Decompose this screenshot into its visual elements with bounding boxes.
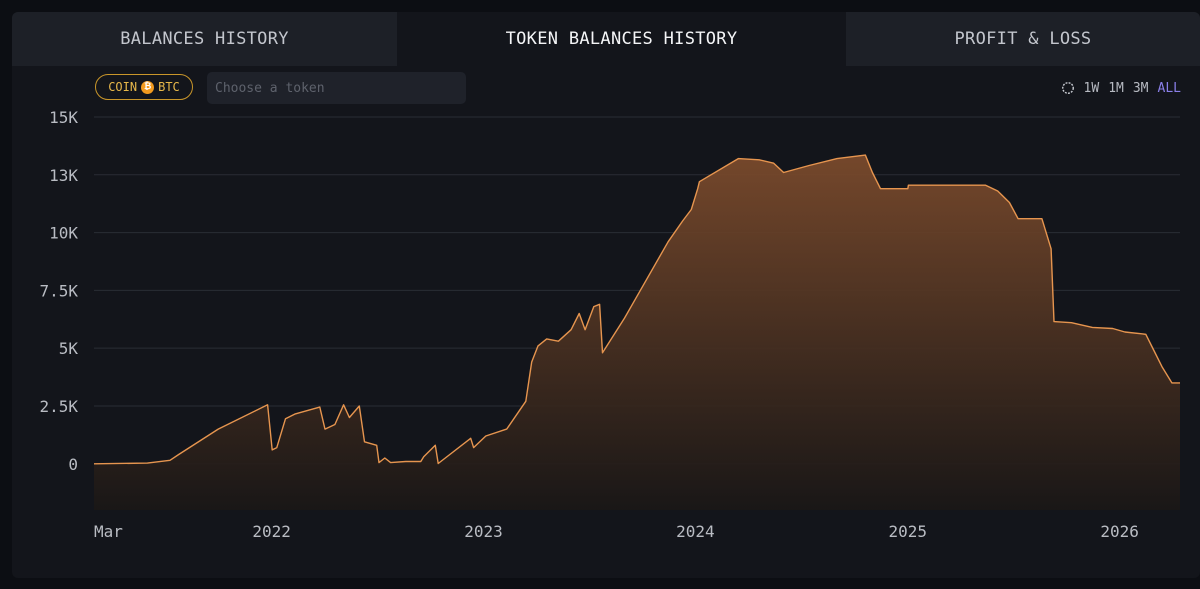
balance-area (94, 155, 1180, 510)
tab-token-balances-history[interactable]: TOKEN BALANCES HISTORY (397, 12, 846, 66)
balance-line (93, 154, 1180, 465)
x-tick-label: 2026 (1100, 522, 1139, 541)
token-search-input[interactable] (207, 72, 466, 104)
x-tick-label: 2023 (464, 522, 503, 541)
btc-icon: ₿ (141, 80, 155, 94)
range-all-button[interactable]: ALL (1157, 80, 1181, 96)
coin-label: COIN (108, 80, 138, 94)
y-tick-label: 15K (49, 108, 78, 127)
y-tick-label: 5K (59, 339, 79, 358)
y-tick-label: 13K (49, 166, 78, 185)
x-tick-label: 2022 (252, 522, 291, 541)
x-axis-ticks: Mar 2022 2023 2024 2025 2026 (94, 522, 1139, 541)
tab-profit-loss[interactable]: PROFIT & LOSS (846, 12, 1200, 66)
range-selector: 1W 1M 3M ALL (1061, 78, 1181, 98)
y-tick-label: 0 (68, 455, 78, 474)
range-1m-button[interactable]: 1M (1108, 80, 1124, 96)
x-tick-label: 2025 (889, 522, 928, 541)
x-tick-label: Mar (94, 522, 123, 541)
x-tick-label: 2024 (676, 522, 715, 541)
y-tick-label: 10K (49, 224, 78, 243)
y-tick-label: 2.5K (39, 397, 78, 416)
coin-filter-chip[interactable]: COIN ₿ BTC (95, 74, 193, 100)
reset-icon[interactable] (1061, 81, 1075, 95)
coin-symbol: BTC (158, 80, 180, 94)
tab-bar: BALANCES HISTORY TOKEN BALANCES HISTORY … (12, 12, 1200, 66)
range-3m-button[interactable]: 3M (1132, 80, 1149, 96)
range-1w-button[interactable]: 1W (1083, 80, 1100, 96)
tab-balances-history[interactable]: BALANCES HISTORY (12, 12, 397, 66)
y-axis-ticks: 0 2.5K 5K 7.5K 10K 13K 15K (39, 108, 78, 474)
y-tick-label: 7.5K (39, 281, 78, 300)
